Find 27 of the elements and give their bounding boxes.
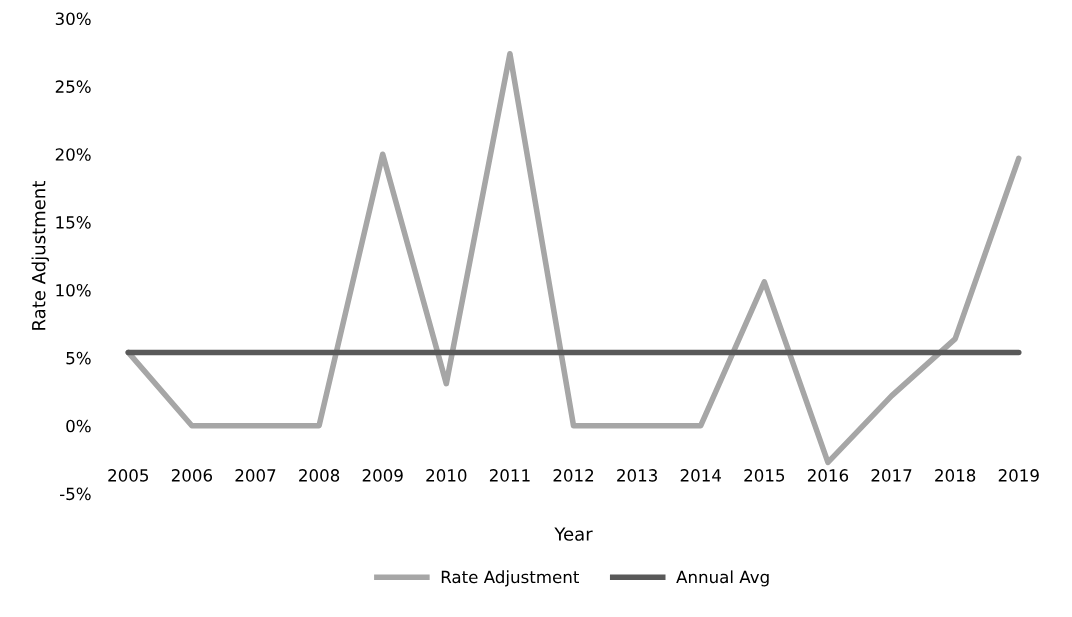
x-axis-title: Year [554,527,593,541]
y-tick-label: 20% [55,148,91,161]
x-tick-label: 2015 [744,469,785,482]
x-tick-label: 2007 [235,469,276,482]
y-tick-label: 0% [66,419,91,433]
y-tick-label: 15% [56,216,91,229]
x-tick-label: 2005 [108,469,149,482]
x-tick-label: 2014 [680,469,721,482]
legend-label: Rate Adjustment [441,570,579,587]
x-tick-label: 2019 [998,469,1039,482]
x-tick-label: 2012 [553,469,594,482]
x-tick-label: 2008 [299,469,340,482]
x-tick-label: 2013 [617,469,657,482]
x-tick-label: 2010 [426,469,467,482]
y-tick-label: 5% [66,351,91,365]
legend-label: Annual Avg [676,570,769,587]
x-tick-label: 2009 [362,469,403,482]
y-tick-label: 30% [55,12,91,26]
y-axis-title: Rate Adjustment [31,181,50,330]
y-tick-label: -5% [59,487,91,501]
x-tick-label: 2018 [935,469,976,482]
x-tick-label: 2006 [171,469,213,482]
x-tick-label: 2016 [807,469,849,482]
y-tick-label: 25% [55,80,91,93]
x-tick-label: 2017 [871,469,912,482]
y-tick-label: 10% [56,283,91,297]
x-tick-label: 2011 [489,469,530,482]
